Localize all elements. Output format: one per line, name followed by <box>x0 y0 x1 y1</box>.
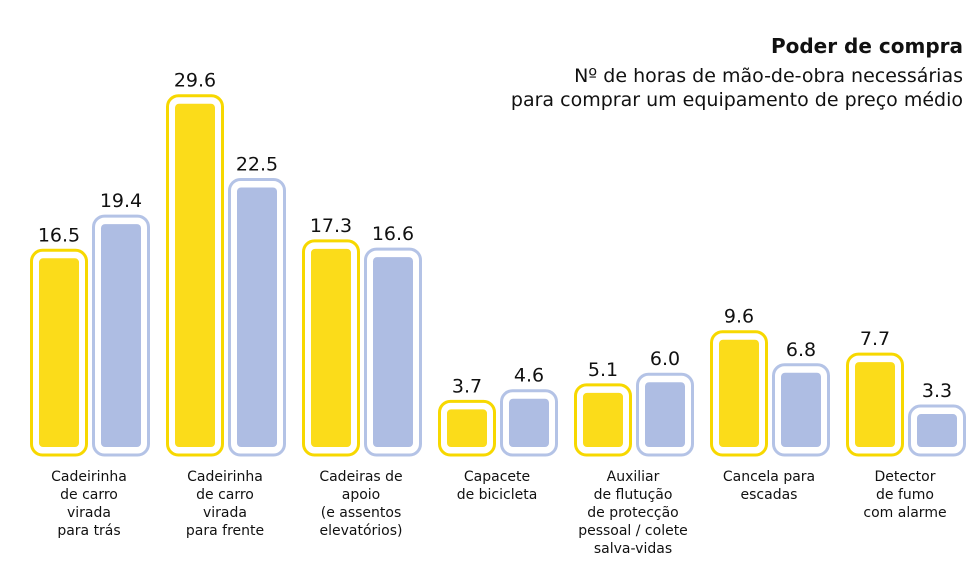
bar <box>373 257 413 447</box>
bar <box>447 409 487 447</box>
bar <box>509 398 549 447</box>
bar <box>311 248 351 447</box>
bar <box>645 382 685 447</box>
bar <box>781 372 821 447</box>
value-label: 17.3 <box>310 215 352 237</box>
value-label: 22.5 <box>236 154 278 176</box>
bar <box>855 362 895 447</box>
value-label: 19.4 <box>100 190 142 212</box>
bar <box>175 103 215 447</box>
x-tick-label: Cadeirinha de carro virada para trás <box>51 469 127 539</box>
bar <box>237 187 277 447</box>
value-label: 16.6 <box>372 223 414 245</box>
x-tick-label: Cadeirinha de carro virada para frente <box>185 469 265 539</box>
x-tick-label: Cancela para escadas <box>722 469 816 503</box>
value-label: 6.0 <box>650 348 680 370</box>
chart-title: Poder de compra <box>770 34 963 58</box>
x-tick-label: Auxiliar de flutução de protecção pessoa… <box>578 469 688 557</box>
x-tick-label: Detector de fumo com alarme <box>863 469 947 521</box>
value-label: 9.6 <box>724 306 754 328</box>
value-label: 29.6 <box>174 70 216 92</box>
bar <box>917 414 957 447</box>
x-tick-label: Cadeiras de apoio (e assentos elevatório… <box>319 469 403 539</box>
chart-subtitle: Nº de horas de mão-de-obra necessárias p… <box>510 65 963 111</box>
value-label: 3.3 <box>922 380 952 402</box>
value-label: 7.7 <box>860 328 890 350</box>
x-tick-label: Capacete de bicicleta <box>456 469 538 503</box>
value-label: 16.5 <box>38 224 80 246</box>
bar <box>39 258 79 447</box>
value-label: 3.7 <box>452 375 482 397</box>
bar <box>719 339 759 447</box>
bar <box>101 224 141 447</box>
value-label: 5.1 <box>588 359 618 381</box>
value-label: 6.8 <box>786 339 816 361</box>
value-label: 4.6 <box>514 365 544 387</box>
bar <box>583 392 623 447</box>
